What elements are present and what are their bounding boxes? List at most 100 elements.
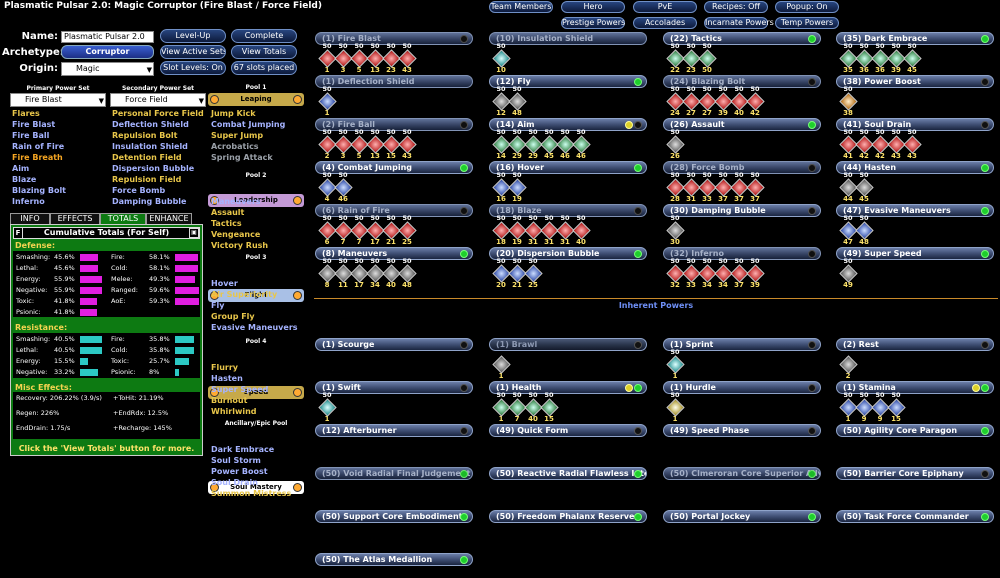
enhancement-slot[interactable]: 50 17 — [365, 215, 385, 246]
enhancement-slot[interactable]: 50 9 — [870, 392, 890, 423]
enhancement-slot[interactable]: 50 45 — [539, 129, 559, 160]
toggle-dot-icon[interactable] — [634, 384, 642, 392]
power-dark-embrace[interactable]: (35) Dark Embrace — [836, 32, 994, 45]
power-blazing-bolt[interactable]: (24) Blazing Bolt — [663, 75, 821, 88]
enhancement-slot[interactable]: 50 37 — [745, 172, 765, 203]
toggle-dot-icon[interactable] — [808, 78, 816, 86]
toggle-dot-icon[interactable] — [460, 341, 468, 349]
enhancement-slot[interactable]: 50 50 — [697, 43, 717, 74]
power-maneuvers[interactable]: (8) Maneuvers — [315, 247, 473, 260]
accolades-button[interactable]: Accolades — [633, 17, 697, 29]
enhancement-slot[interactable]: 50 31 — [523, 215, 543, 246]
pool-power-item[interactable]: Hover — [211, 279, 238, 288]
toggle-dot-icon[interactable] — [981, 427, 989, 435]
pve-button[interactable]: PvE — [633, 1, 697, 13]
power-super-speed[interactable]: (49) Super Speed — [836, 247, 994, 260]
enhancement-slot[interactable]: 50 42 — [870, 129, 890, 160]
pool-power-item[interactable]: Soul Drain — [211, 478, 258, 487]
toggle-dot-icon[interactable] — [981, 35, 989, 43]
primary-power-item[interactable]: Blazing Bolt — [12, 186, 67, 195]
slot-levels-button[interactable]: Slot Levels: On — [160, 61, 226, 75]
enhancement-slot[interactable]: 50 43 — [886, 129, 906, 160]
enhancement-slot[interactable]: 50 48 — [507, 86, 527, 117]
pool-power-item[interactable]: Victory Rush — [211, 241, 269, 250]
pool-power-item[interactable]: Hasten — [211, 374, 243, 383]
pool-power-item[interactable]: Fly — [211, 301, 225, 310]
toggle-dot-icon[interactable] — [460, 427, 468, 435]
toggle-dot-icon[interactable] — [981, 470, 989, 478]
popup-button[interactable]: Popup: On — [775, 1, 839, 13]
toggle-dot-icon[interactable] — [981, 384, 989, 392]
temp-powers-button[interactable]: Temp Powers — [775, 17, 839, 29]
enhancement-slot[interactable]: 50 40 — [381, 258, 401, 289]
toggle-dot-icon[interactable] — [460, 384, 468, 392]
power-support-core-embodiment[interactable]: (50) Support Core Embodiment — [315, 510, 473, 523]
enhancement-slot[interactable]: 50 28 — [665, 172, 685, 203]
power-quick-form[interactable]: (49) Quick Form — [489, 424, 647, 437]
power-deflection-shield[interactable]: (1) Deflection Shield — [315, 75, 473, 88]
pool-power-item[interactable]: Jump Kick — [211, 109, 256, 118]
enhancement-slot[interactable]: 50 38 — [838, 86, 858, 117]
pool-power-item[interactable]: Combat Jumping — [211, 120, 286, 129]
power-insulation-shield[interactable]: (10) Insulation Shield — [489, 32, 647, 45]
enhancement-slot[interactable]: 50 49 — [838, 258, 858, 289]
toggle-dot-icon[interactable] — [981, 78, 989, 86]
enhancement-slot[interactable]: 50 16 — [491, 172, 511, 203]
toggle-dot-icon[interactable] — [981, 121, 989, 129]
enhancement-slot[interactable]: 50 29 — [523, 129, 543, 160]
power-soul-drain[interactable]: (41) Soul Drain — [836, 118, 994, 131]
enhancement-slot[interactable]: 50 27 — [697, 86, 717, 117]
primary-power-item[interactable]: Fire Blast — [12, 120, 56, 129]
enhancement-slot[interactable]: 50 39 — [713, 86, 733, 117]
primary-power-item[interactable]: Fire Breath — [12, 153, 63, 162]
toggle-dot-icon[interactable] — [460, 207, 468, 215]
enhancement-slot[interactable]: 50 1 — [838, 392, 858, 423]
complete-button[interactable]: Complete — [231, 29, 297, 43]
enhancement-slot[interactable]: 50 7 — [349, 215, 369, 246]
toggle-dot-icon[interactable] — [808, 121, 816, 129]
enhancement-slot[interactable]: 50 17 — [349, 258, 369, 289]
secondary-power-item[interactable]: Repulsion Bolt — [112, 131, 178, 140]
f-toggle[interactable]: F — [13, 227, 23, 239]
toggle-dot-icon[interactable] — [808, 427, 816, 435]
secondary-power-item[interactable]: Damping Bubble — [112, 197, 187, 206]
pool-power-item[interactable]: Air Superiority — [211, 290, 278, 299]
pool-power-item[interactable]: Evasive Maneuvers — [211, 323, 298, 332]
enhancement-slot[interactable]: 50 23 — [381, 43, 401, 74]
primary-power-item[interactable]: Inferno — [12, 197, 45, 206]
primary-power-item[interactable]: Flares — [12, 109, 40, 118]
pool-power-item[interactable]: Spring Attack — [211, 153, 273, 162]
enhancement-slot[interactable]: 50 42 — [745, 86, 765, 117]
toggle-dot-icon[interactable] — [634, 207, 642, 215]
secondary-power-item[interactable]: Dispersion Bubble — [112, 164, 195, 173]
enhancement-slot[interactable]: 50 25 — [397, 215, 417, 246]
primary-power-item[interactable]: Aim — [12, 164, 30, 173]
toggle-dot-icon[interactable] — [634, 78, 642, 86]
pool-power-item[interactable]: Tactics — [211, 219, 242, 228]
secondary-power-item[interactable]: Force Bomb — [112, 186, 166, 195]
enhancement-slot[interactable]: 50 6 — [317, 215, 337, 246]
enhancement-slot[interactable]: 50 37 — [713, 172, 733, 203]
power-power-boost[interactable]: (38) Power Boost — [836, 75, 994, 88]
toggle-dot-icon[interactable] — [634, 513, 642, 521]
enhancement-slot[interactable]: 50 21 — [507, 258, 527, 289]
toggle-dot-icon[interactable] — [634, 427, 642, 435]
toggle-dot-icon[interactable] — [634, 470, 642, 478]
toggle-dot-icon[interactable] — [808, 513, 816, 521]
toggle-dot-icon[interactable] — [981, 250, 989, 258]
enhancement-slot[interactable]: 50 5 — [349, 43, 369, 74]
power-fly[interactable]: (12) Fly — [489, 75, 647, 88]
enhancement-slot[interactable]: 50 39 — [886, 43, 906, 74]
enhancement-slot[interactable]: 50 1 — [317, 86, 337, 117]
power-afterburner[interactable]: (12) Afterburner — [315, 424, 473, 437]
toggle-dot-icon[interactable] — [634, 164, 642, 172]
pool-select[interactable]: Flight — [208, 289, 304, 302]
enhancement-slot[interactable]: 50 44 — [838, 172, 858, 203]
enhancement-slot[interactable]: 50 47 — [838, 215, 858, 246]
level-up-button[interactable]: Level-Up — [160, 29, 226, 43]
pool-power-item[interactable]: Summon Mistress — [211, 489, 292, 498]
recipes-button[interactable]: Recipes: Off — [704, 1, 768, 13]
enhancement-slot[interactable]: 50 23 — [681, 43, 701, 74]
toggle-dot-icon[interactable] — [808, 384, 816, 392]
secondary-power-item[interactable]: Personal Force Field — [112, 109, 204, 118]
